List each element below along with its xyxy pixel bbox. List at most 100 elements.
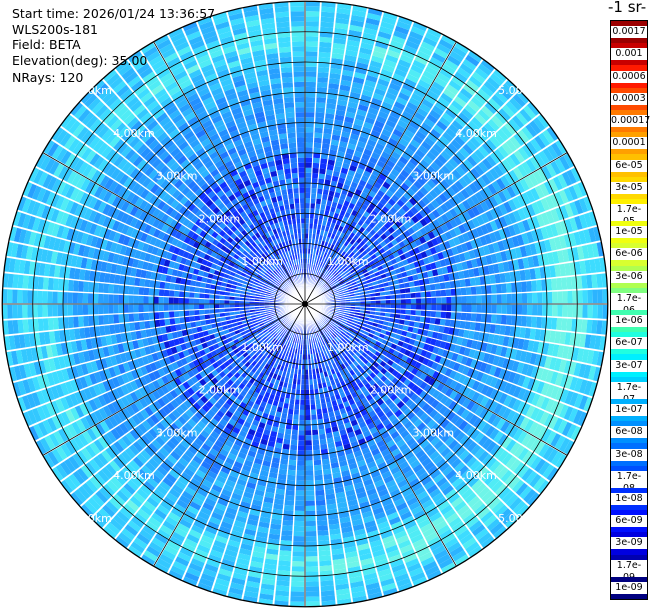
range-gate [511,360,520,372]
range-gate [433,158,444,168]
range-gate [369,156,378,165]
range-gate [325,259,331,265]
range-gate [394,268,401,275]
range-gate [512,500,526,514]
range-gate [305,147,313,153]
range-gate [330,327,335,333]
range-gate [451,336,458,344]
range-gate [406,473,418,483]
range-gate [519,269,526,281]
range-gate [526,391,536,404]
range-gate [370,253,377,260]
range-gate [305,218,310,224]
range-gate [491,94,505,107]
range-gate [309,213,315,219]
range-gate [394,68,407,78]
range-gate [383,124,394,133]
range-gate [418,341,425,349]
range-gate [335,241,341,247]
range-gate [502,104,515,118]
range-gate [437,72,451,84]
range-gate [367,592,383,601]
range-gate [447,55,461,67]
range-gate [341,227,348,234]
range-gate [394,573,410,583]
range-gate [399,314,406,320]
range-gate [336,496,347,504]
range-gate [277,473,287,480]
range-gate [494,504,508,518]
range-gate [355,351,362,358]
range-gate [558,235,567,249]
range-gate [350,403,358,410]
range-gate [327,260,333,266]
range-gate [500,283,507,294]
range-gate [412,153,423,163]
range-gate [455,431,466,443]
range-gate [374,292,381,297]
range-gate [404,287,411,294]
range-gate [566,424,577,439]
range-gate [411,384,420,393]
range-gate [415,83,429,94]
range-gate [422,271,429,279]
range-gate [418,364,427,372]
range-gate [364,577,379,586]
range-gate [493,148,505,161]
range-gate [396,439,406,448]
range-gate [336,182,344,189]
range-gate [332,553,345,561]
range-gate [361,473,372,482]
range-gate [357,381,365,389]
range-gate [316,265,320,271]
range-gate [339,279,345,284]
range-gate [360,175,369,183]
range-gate [392,525,405,535]
range-gate [381,394,390,402]
range-gate [317,331,321,337]
range-gate [379,133,390,142]
range-gate [333,291,339,295]
range-gate [442,465,454,477]
range-gate [365,182,373,191]
range-gate [365,417,373,426]
range-gate [331,317,337,322]
range-gate [279,463,288,470]
range-gate [396,160,406,169]
range-gate [473,267,480,277]
range-gate [454,461,466,473]
range-gate [500,125,513,139]
range-gate [509,97,523,111]
range-gate [545,195,555,210]
range-gate [458,384,467,395]
range-gate [321,256,326,263]
range-gate [427,27,442,39]
range-gate [464,411,475,423]
range-gate [273,503,284,510]
range-gate [439,135,450,146]
range-gate [295,389,301,395]
range-gate [536,395,546,408]
range-gate [426,151,437,161]
range-gate [399,404,409,413]
range-gate [398,92,410,102]
range-gate [404,492,416,502]
range-gate [365,275,371,281]
range-gate [316,255,321,261]
range-gate [475,394,485,405]
range-gate [541,382,550,396]
range-gate [340,281,346,286]
range-gate [427,465,438,476]
range-gate [529,120,542,135]
range-gate [545,225,554,238]
range-gate [401,330,408,337]
range-gate [322,189,329,196]
range-gate [444,319,451,327]
range-gate [339,516,351,524]
range-gate [344,324,350,330]
range-gate [457,395,467,406]
range-gate [343,234,349,241]
range-gate [347,499,358,507]
range-gate [327,280,333,285]
range-gate [327,385,333,392]
